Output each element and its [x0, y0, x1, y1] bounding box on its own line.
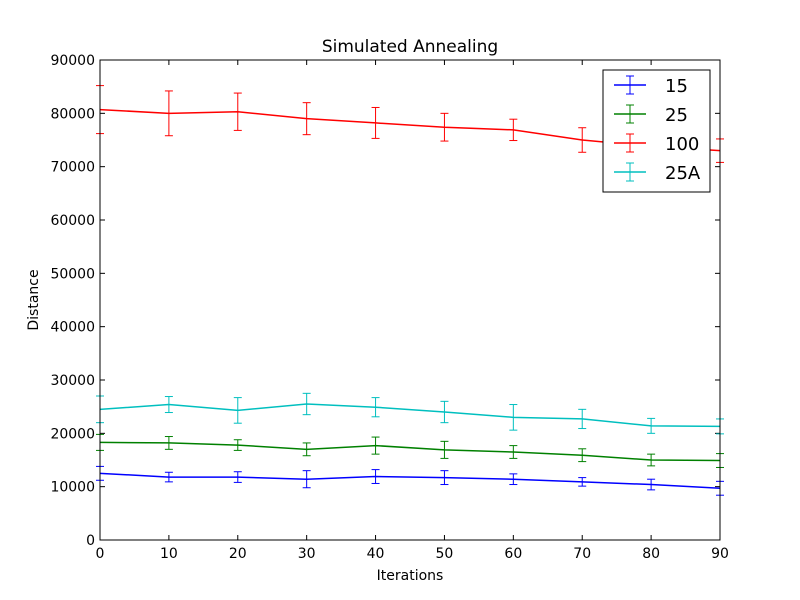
- error-bar: [578, 127, 587, 153]
- plot-series: [96, 85, 724, 496]
- x-tick-label: 70: [573, 546, 591, 562]
- y-axis-title: Distance: [26, 269, 42, 330]
- error-bar: [578, 477, 587, 487]
- x-tick-label: 20: [229, 546, 247, 562]
- legend-item: 15: [614, 75, 688, 97]
- error-bar: [509, 473, 518, 486]
- error-bar: [164, 436, 173, 450]
- x-tick-label: 50: [436, 546, 454, 562]
- error-bar: [302, 102, 311, 136]
- x-tick-label: 90: [711, 546, 729, 562]
- error-bar: [578, 408, 587, 430]
- y-tick-label: 90000: [50, 53, 95, 69]
- plot-frame: [99, 59, 721, 541]
- x-tick-label: 40: [367, 546, 385, 562]
- error-bar: [371, 436, 380, 455]
- legend-item: 25: [614, 104, 688, 126]
- legend-label: 25: [665, 105, 688, 126]
- series-line: [99, 403, 721, 428]
- y-axis: 0 10000 20000 30000 40000 50000 60000 70000 8000…: [50, 53, 720, 549]
- series-15: [96, 465, 724, 496]
- legend: 15 25 100 25A: [602, 69, 711, 193]
- error-bar: [440, 440, 449, 459]
- y-tick-label: 30000: [50, 373, 95, 389]
- error-bar: [233, 471, 242, 483]
- legend-label: 100: [665, 134, 699, 155]
- error-bar: [440, 400, 449, 424]
- error-bar: [164, 471, 173, 483]
- x-axis-title: Iterations: [377, 568, 444, 584]
- y-tick-label: 10000: [50, 480, 95, 496]
- x-tick-label: 80: [642, 546, 660, 562]
- error-bar: [440, 112, 449, 142]
- error-bar: [371, 106, 380, 139]
- x-tick-label: 30: [298, 546, 316, 562]
- error-bar: [647, 453, 656, 467]
- series-line: [99, 441, 721, 462]
- error-bar: [233, 439, 242, 451]
- error-bar: [302, 470, 311, 489]
- x-tick-label: 60: [504, 546, 522, 562]
- x-axis: 0 10 20 30 40 50 60 70 80 90: [96, 60, 729, 562]
- error-bar: [509, 445, 518, 459]
- y-tick-label: 80000: [50, 106, 95, 122]
- error-bar: [164, 90, 173, 137]
- error-bar: [440, 470, 449, 486]
- y-tick-label: 50000: [50, 266, 95, 282]
- series-line: [99, 472, 721, 490]
- x-tick-label: 10: [160, 546, 178, 562]
- y-tick-label: 60000: [50, 213, 95, 229]
- legend-item: 100: [614, 133, 699, 155]
- chart-title: Simulated Annealing: [322, 37, 498, 57]
- error-bar: [371, 469, 380, 484]
- series-25A: [96, 392, 724, 435]
- legend-label: 25A: [665, 163, 701, 184]
- error-bar: [164, 396, 173, 414]
- error-bar: [302, 392, 311, 416]
- error-bar: [233, 397, 242, 424]
- error-bar: [233, 92, 242, 131]
- legend-item: 25A: [614, 162, 701, 184]
- error-bar: [509, 118, 518, 142]
- error-bar: [578, 448, 587, 463]
- series-25: [96, 433, 724, 468]
- error-bar: [509, 404, 518, 431]
- y-tick-label: 20000: [50, 426, 95, 442]
- y-tick-label: 70000: [50, 160, 95, 176]
- legend-label: 15: [665, 76, 688, 97]
- y-tick-label: 40000: [50, 320, 95, 336]
- error-bar: [371, 397, 380, 418]
- y-tick-label: 0: [86, 533, 95, 549]
- x-tick-label: 0: [96, 546, 105, 562]
- error-bar: [647, 417, 656, 434]
- error-bar: [647, 478, 656, 491]
- error-bar: [302, 442, 311, 457]
